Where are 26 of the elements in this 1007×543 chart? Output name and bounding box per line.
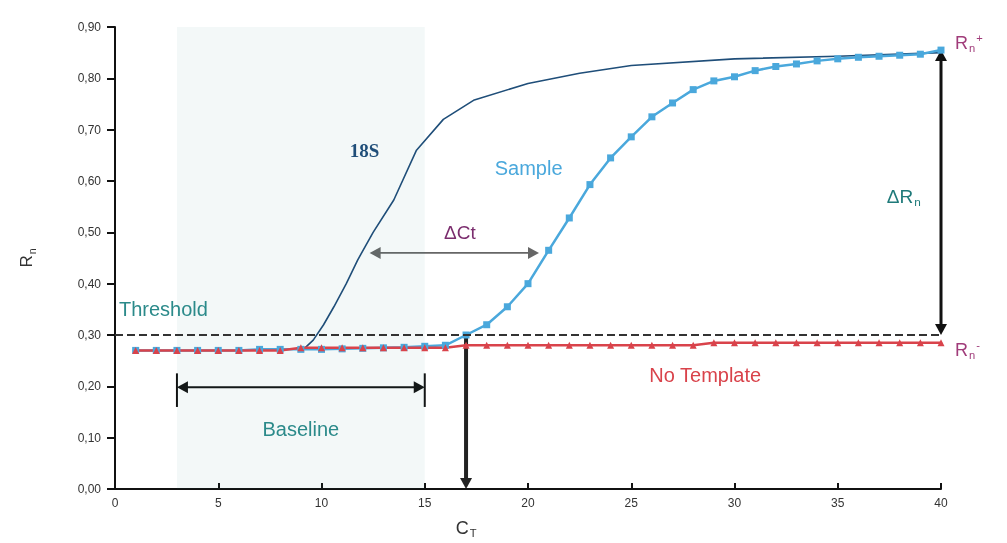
annotation: ΔCt [444,222,477,244]
series-label: No Template [649,364,762,387]
y-tick-label: 0,10 [77,430,102,445]
y-tick-label: 0,30 [77,328,102,342]
series-label: Sample [494,156,563,179]
y-tick-label: 0,90 [77,20,102,34]
y-tick-label: 0,80 [77,71,102,86]
x-tick-label: 35 [831,496,845,510]
x-tick-label: 10 [314,496,329,510]
x-tick-label: 5 [214,496,222,510]
ref-line-label: Threshold [119,298,208,320]
x-tick-label: 20 [521,496,535,510]
x-tick-label: 25 [624,496,639,510]
x-tick-label: 15 [418,496,432,510]
y-tick-label: 0,40 [77,276,102,291]
y-tick-label: 0,70 [77,122,102,137]
series-label: 18S [349,139,380,161]
x-tick-label: 30 [727,496,742,510]
y-tick-label: 0,20 [77,379,102,394]
x-tick-label: 0 [111,496,119,510]
y-tick-label: 0,60 [77,174,102,188]
band-label: Baseline [262,417,340,440]
y-axis-title: Rn [17,248,38,268]
x-tick-label: 40 [934,496,948,510]
y-tick-label: 0,00 [77,482,102,496]
y-tick-label: 0,50 [77,225,102,240]
